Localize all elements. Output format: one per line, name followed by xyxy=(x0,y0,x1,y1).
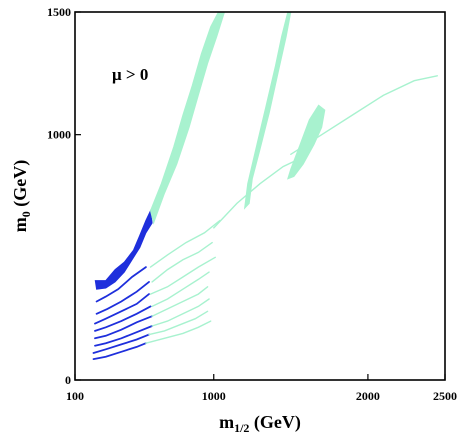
band-dark-2 xyxy=(94,293,150,325)
y-tick-label-2: 1500 xyxy=(47,5,71,19)
x-axis-title-main: m xyxy=(219,412,234,432)
plot-frame xyxy=(74,11,446,381)
y-axis-title: m0 (GeV) xyxy=(10,160,33,232)
band-light-11 xyxy=(151,271,210,308)
x-axis-title: m1/2 (GeV) xyxy=(219,412,301,435)
band-dark-3 xyxy=(94,305,152,332)
band-light-15 xyxy=(145,320,212,344)
band-dark-0 xyxy=(95,266,147,303)
y-tick-label-0: 0 xyxy=(65,373,71,387)
band-light-10 xyxy=(149,256,217,295)
y-axis-title-unit: (GeV) xyxy=(10,160,31,211)
x-axis-title-sub: 1/2 xyxy=(234,421,249,435)
y-axis-title-sub: 0 xyxy=(19,211,33,217)
band-light-12 xyxy=(151,286,209,317)
band-dark-6 xyxy=(92,333,150,354)
annotation-mu: μ > 0 xyxy=(112,65,148,84)
band-light-9 xyxy=(151,241,213,283)
band-dark-1 xyxy=(95,280,150,315)
band-dark-4 xyxy=(94,315,154,340)
band-dark-5 xyxy=(94,325,154,347)
band-light-16 xyxy=(213,158,300,229)
band-light-13 xyxy=(151,298,210,327)
y-axis-title-main: m xyxy=(10,217,30,232)
band-light-14 xyxy=(148,310,209,336)
x-tick-label-1: 1000 xyxy=(202,389,226,403)
y-tick-label-1: 1000 xyxy=(47,128,71,142)
region-light-1 xyxy=(149,11,226,225)
x-tick-label-3: 2500 xyxy=(433,389,457,403)
x-tick-label-2: 2000 xyxy=(356,389,380,403)
band-light-8 xyxy=(149,219,221,268)
region-dark-0 xyxy=(94,208,153,290)
band-light-17 xyxy=(290,75,438,156)
region-light-3 xyxy=(287,104,326,180)
band-dark-7 xyxy=(92,342,147,361)
x-tick-label-0: 100 xyxy=(66,389,84,403)
x-axis-title-unit: (GeV) xyxy=(249,412,300,433)
